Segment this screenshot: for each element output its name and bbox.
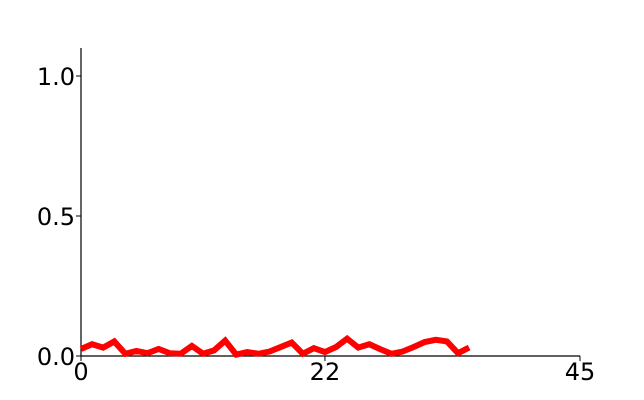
series-line <box>79 334 471 358</box>
y-tick-label: 1.0 <box>37 63 75 91</box>
y-tick-label: 0.0 <box>37 343 75 371</box>
x-tick-label: 0 <box>73 358 88 386</box>
x-ticks: 0 22 45 <box>73 356 595 386</box>
y-ticks: 0.0 0.5 1.0 <box>37 63 81 371</box>
series-layer <box>79 334 471 358</box>
x-tick-label: 22 <box>310 358 341 386</box>
y-tick-label: 0.5 <box>37 203 75 231</box>
axes <box>80 48 580 357</box>
x-tick-label: 45 <box>565 358 596 386</box>
